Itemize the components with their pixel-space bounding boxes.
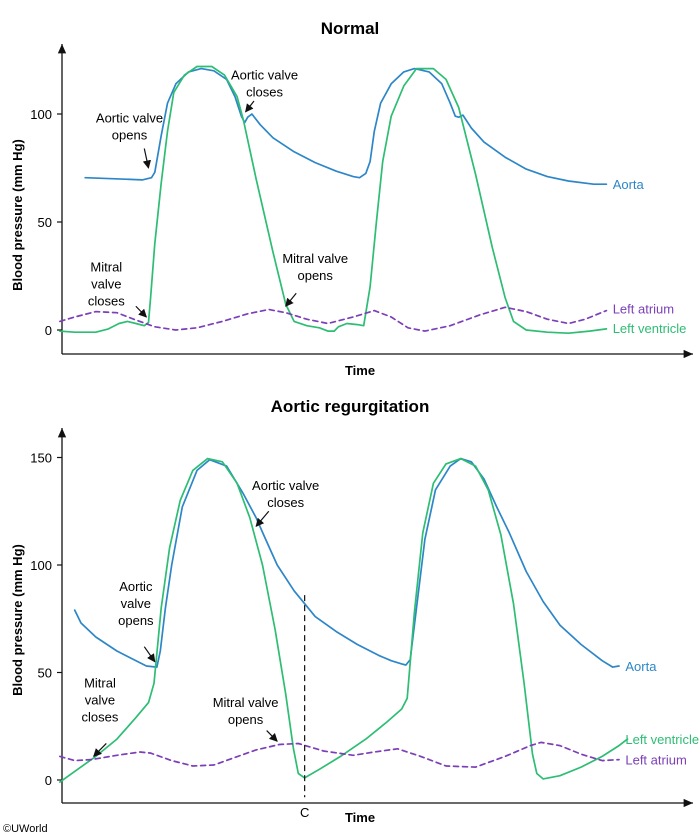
series-label: Left ventricle bbox=[625, 732, 699, 747]
series-label: Aorta bbox=[613, 177, 645, 192]
annotation-arrow bbox=[93, 743, 107, 757]
annotation-arrow bbox=[285, 292, 297, 307]
chart-normal: Normal Blood pressure (mm Hg) Time 0 50 10… bbox=[10, 19, 693, 378]
chart-title: Aortic regurgitation bbox=[271, 397, 430, 416]
x-axis-label: Time bbox=[345, 810, 375, 825]
annotation-aortic-valve-closes: Aortic valve closes bbox=[231, 67, 298, 99]
series-label: Aorta bbox=[625, 659, 657, 674]
annotation-arrow bbox=[142, 148, 152, 169]
annotation-mitral-valve-closes: Mitral valve closes bbox=[88, 260, 125, 309]
annotation-arrow bbox=[135, 305, 147, 318]
annotation-aortic-valve-opens: Aortic valve opens bbox=[96, 111, 163, 143]
series-left-ventricle bbox=[59, 65, 608, 335]
annotation-aortic-valve-closes: Aortic valve closes bbox=[252, 478, 319, 510]
series-label: Left ventricle bbox=[613, 321, 687, 336]
series-left-atrium bbox=[59, 306, 608, 332]
y-tick-label: 0 bbox=[45, 323, 52, 338]
annotation-mitral-valve-closes: Mitral valve closes bbox=[82, 676, 119, 725]
annotation-arrow bbox=[245, 100, 255, 113]
marker-label: C bbox=[300, 805, 309, 820]
x-axis-label: Time bbox=[345, 363, 375, 378]
series-aorta bbox=[84, 67, 608, 186]
annotation-arrow bbox=[266, 730, 278, 742]
chart-aortic-regurgitation: Aortic regurgitation Blood pressure (mm … bbox=[10, 397, 699, 825]
y-tick-label: 50 bbox=[38, 666, 52, 681]
series-aorta bbox=[73, 457, 620, 668]
annotation-arrow bbox=[255, 510, 270, 527]
annotation-mitral-valve-opens: Mitral valve opens bbox=[213, 695, 279, 727]
series-label: Left atrium bbox=[625, 753, 686, 768]
y-tick-label: 50 bbox=[38, 215, 52, 230]
y-tick-label: 150 bbox=[30, 451, 52, 466]
series-left-atrium bbox=[59, 741, 620, 768]
y-tick-label: 100 bbox=[30, 107, 52, 122]
y-axis-label: Blood pressure (mm Hg) bbox=[10, 139, 25, 291]
y-tick-label: 0 bbox=[45, 773, 52, 788]
series-label: Left atrium bbox=[613, 301, 674, 316]
y-axis-label: Blood pressure (mm Hg) bbox=[10, 544, 25, 696]
series-left-ventricle bbox=[59, 457, 629, 783]
copyright-text: ©UWorld bbox=[3, 823, 48, 835]
annotation-mitral-valve-opens: Mitral valve opens bbox=[282, 251, 348, 283]
chart-title: Normal bbox=[321, 19, 380, 38]
y-tick-label: 100 bbox=[30, 558, 52, 573]
annotation-aortic-valve-opens: Aortic valve opens bbox=[118, 579, 154, 628]
annotation-arrow bbox=[143, 646, 156, 663]
